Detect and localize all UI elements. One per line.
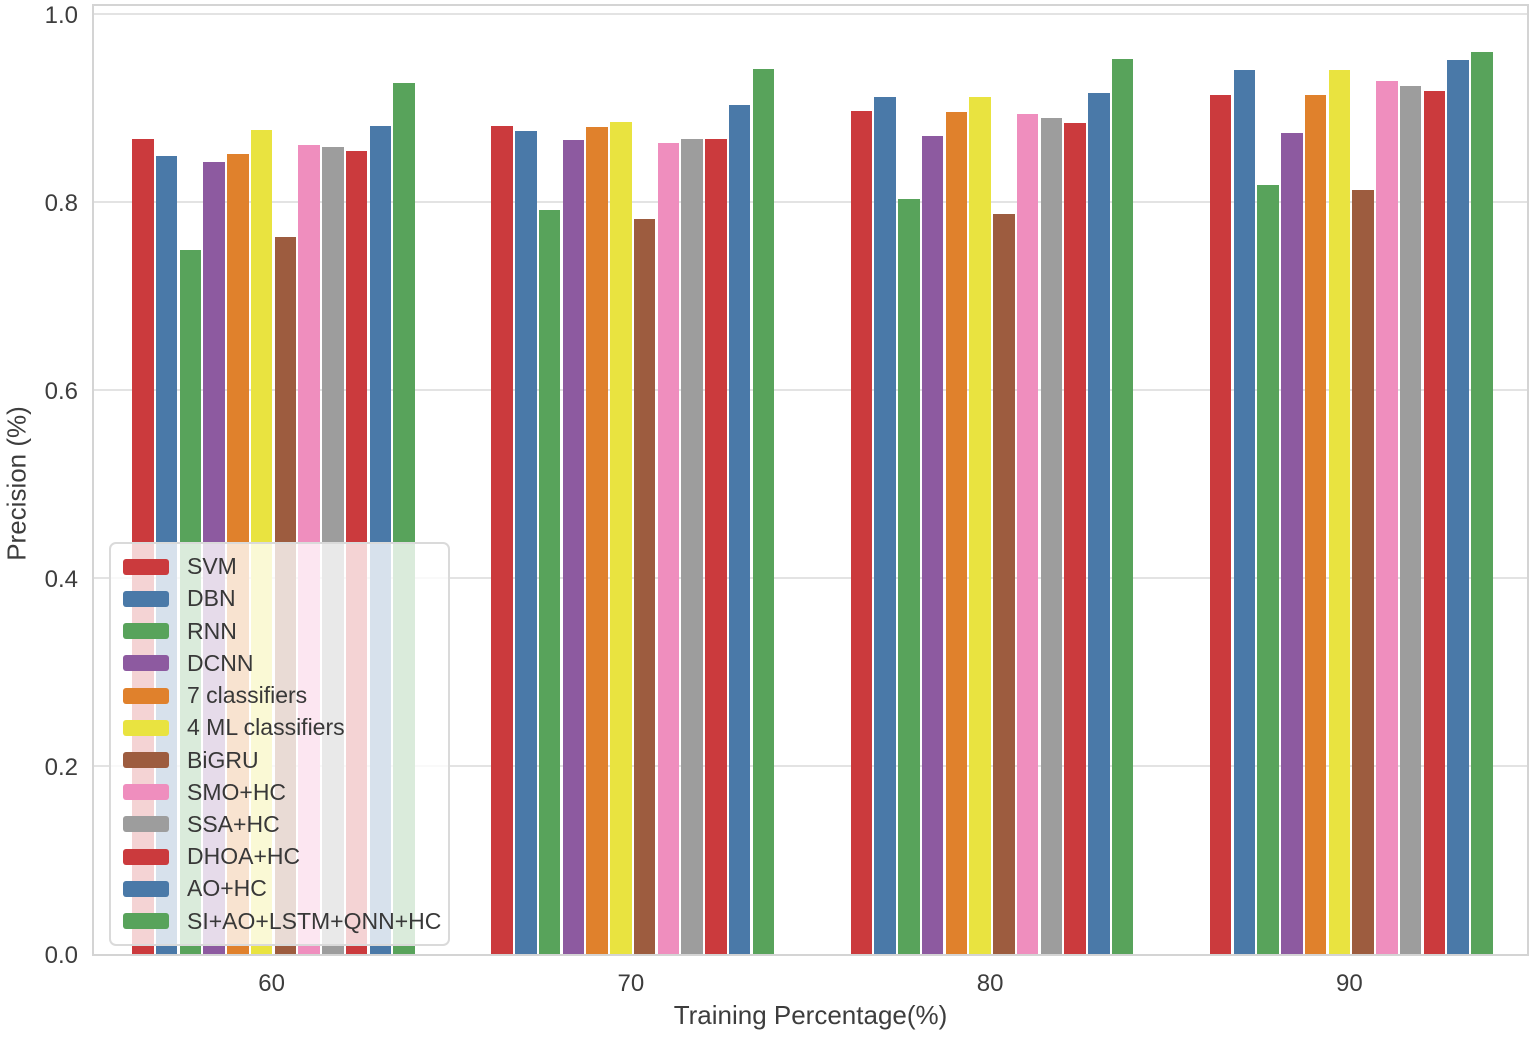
- bar-4-ml-classifiers-80: [969, 96, 991, 954]
- bar-dbn-70: [515, 130, 537, 954]
- legend-label: DBN: [187, 585, 236, 612]
- bar-ssa-hc-70: [681, 139, 703, 954]
- legend-item-svm: SVM: [123, 553, 438, 580]
- legend-item-smo-hc: SMO+HC: [123, 779, 438, 806]
- legend-item-7-classifiers: 7 classifiers: [123, 682, 438, 709]
- gridline-y-1.0: [94, 13, 1527, 15]
- bar-ao-hc-70: [728, 105, 751, 954]
- bar-rnn-70: [538, 210, 561, 954]
- bar-4-ml-classifiers-70: [610, 122, 632, 954]
- y-tick-label-0.8: 0.8: [44, 190, 78, 217]
- x-tick-label-90: 90: [1336, 970, 1363, 997]
- legend-swatch-icon: [123, 558, 169, 575]
- legend-item-dbn: DBN: [123, 585, 438, 612]
- legend-label: 4 ML classifiers: [187, 714, 345, 741]
- legend-item-bigru: BiGRU: [123, 747, 438, 774]
- legend-swatch-icon: [123, 913, 169, 930]
- bar-7-classifiers-90: [1304, 94, 1327, 954]
- legend-label: SMO+HC: [187, 778, 287, 805]
- legend-swatch-icon: [123, 848, 169, 865]
- legend-swatch-icon: [123, 752, 169, 769]
- bar-dhoa-hc-90: [1423, 91, 1446, 954]
- legend: SVM DBN RNN DCNN 7 classifiers 4 ML classifie…: [109, 542, 450, 946]
- bar-svm-80: [850, 110, 873, 954]
- bar-dcnn-80: [921, 136, 944, 954]
- bar-dbn-80: [874, 96, 896, 954]
- legend-label: RNN: [187, 617, 237, 644]
- bar-svm-70: [491, 125, 513, 954]
- bar-smo-hc-70: [657, 142, 680, 954]
- bar-si-ao-lstm-qnn-hc-90: [1471, 51, 1493, 954]
- legend-label: SVM: [187, 553, 237, 580]
- y-tick-label-0.6: 0.6: [44, 378, 78, 405]
- bar-svm-90: [1209, 94, 1232, 954]
- bar-ao-hc-80: [1088, 92, 1110, 954]
- bar-dcnn-70: [562, 139, 585, 954]
- legend-label: SSA+HC: [187, 810, 280, 837]
- y-axis-title: Precision (%): [1, 406, 32, 561]
- legend-label: DHOA+HC: [187, 843, 301, 870]
- bar-dcnn-90: [1281, 133, 1303, 954]
- legend-swatch-icon: [123, 719, 169, 736]
- bar-rnn-80: [898, 199, 920, 954]
- legend-item-dcnn: DCNN: [123, 650, 438, 677]
- bar-ao-hc-90: [1447, 60, 1469, 954]
- legend-label: SI+AO+LSTM+QNN+HC: [187, 907, 442, 934]
- legend-label: 7 classifiers: [187, 682, 308, 709]
- x-axis-title: Training Percentage(%): [673, 1000, 948, 1030]
- legend-swatch-icon: [123, 590, 169, 607]
- legend-item-si-ao-lstm-qnn-hc: SI+AO+LSTM+QNN+HC: [123, 907, 442, 935]
- y-tick-label-0.4: 0.4: [44, 566, 78, 593]
- bar-dbn-90: [1233, 70, 1256, 954]
- legend-item-dhoa-hc: DHOA+HC: [123, 843, 438, 870]
- bar-si-ao-lstm-qnn-hc-80: [1111, 59, 1134, 954]
- x-tick-label-60: 60: [258, 970, 285, 997]
- legend-label: DCNN: [187, 649, 254, 676]
- legend-swatch-icon: [123, 816, 169, 833]
- plot-area: SVM DBN RNN DCNN 7 classifiers 4 ML classifie…: [92, 4, 1529, 956]
- bar-bigru-70: [633, 218, 656, 954]
- bar-7-classifiers-70: [586, 126, 608, 954]
- legend-label: AO+HC: [187, 875, 267, 902]
- legend-item-rnn: RNN: [123, 618, 438, 645]
- legend-swatch-icon: [123, 687, 169, 704]
- legend-item-ssa-hc: SSA+HC: [123, 811, 438, 838]
- legend-swatch-icon: [123, 880, 169, 897]
- bar-bigru-80: [993, 214, 1015, 954]
- gridline-y-0.4: [94, 577, 1527, 579]
- bar-rnn-90: [1257, 185, 1279, 954]
- x-tick-label-70: 70: [617, 970, 645, 997]
- legend-item-ao-hc: AO+HC: [123, 875, 438, 902]
- legend-swatch-icon: [123, 623, 169, 640]
- y-tick-label-0.2: 0.2: [44, 754, 78, 781]
- legend-swatch-icon: [123, 784, 169, 801]
- bar-bigru-90: [1352, 189, 1374, 954]
- bar-ssa-hc-80: [1040, 118, 1063, 954]
- gridline-y-0.6: [94, 389, 1527, 391]
- legend-label: BiGRU: [187, 746, 259, 773]
- bar-smo-hc-80: [1016, 113, 1039, 954]
- gridline-y-0.8: [94, 201, 1527, 203]
- bar-dhoa-hc-80: [1064, 123, 1086, 954]
- bar-7-classifiers-80: [945, 111, 968, 954]
- legend-swatch-icon: [123, 655, 169, 672]
- y-tick-label-0.0: 0.0: [44, 942, 78, 969]
- legend-item-4-ml-classifiers: 4 ML classifiers: [123, 714, 438, 741]
- bar-smo-hc-90: [1376, 80, 1398, 954]
- bar-4-ml-classifiers-90: [1328, 70, 1351, 954]
- gridline-y-0.2: [94, 765, 1527, 767]
- bar-si-ao-lstm-qnn-hc-70: [752, 69, 775, 954]
- x-tick-label-80: 80: [976, 970, 1004, 997]
- bar-ssa-hc-90: [1399, 86, 1422, 954]
- bar-dhoa-hc-70: [705, 139, 727, 954]
- y-tick-label-1.0: 1.0: [44, 2, 78, 29]
